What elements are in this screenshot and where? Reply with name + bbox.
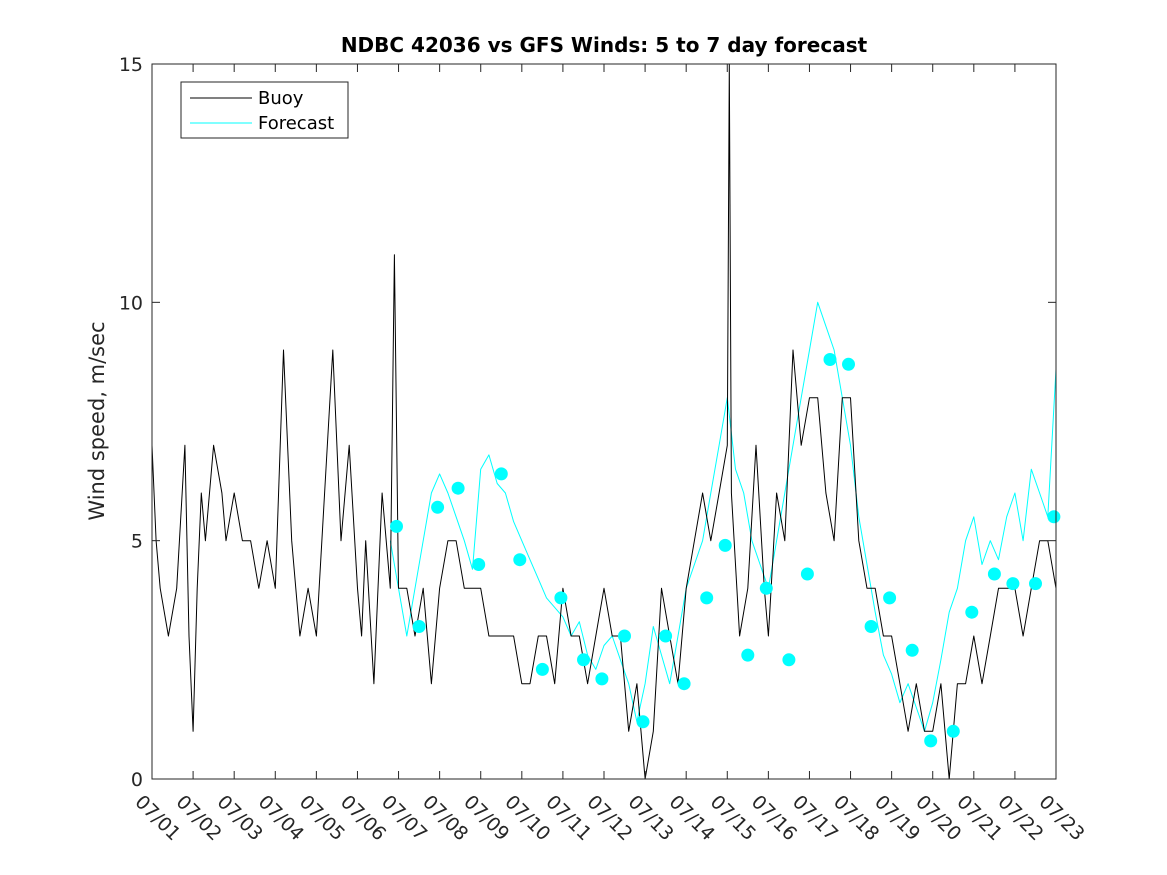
- forecast-point: [782, 653, 796, 667]
- forecast-point: [618, 629, 631, 643]
- forecast-point: [883, 591, 897, 605]
- series-line-forecast: [389, 301, 1057, 732]
- legend: Buoy Forecast: [180, 81, 349, 139]
- y-axis: 0 5 10 15: [119, 54, 1056, 791]
- legend-label-forecast: Forecast: [258, 113, 334, 134]
- forecast-point: [472, 558, 486, 571]
- forecast-point: [965, 605, 979, 619]
- forecast-point: [677, 677, 691, 691]
- forecast-point: [1047, 510, 1061, 524]
- forecast-point: [718, 538, 732, 552]
- y-tick-label: 10: [119, 292, 143, 314]
- forecast-point: [987, 567, 1001, 581]
- legend-label-buoy: Buoy: [258, 88, 304, 109]
- forecast-point: [924, 734, 938, 748]
- forecast-point: [759, 581, 773, 595]
- forecast-point: [946, 724, 960, 738]
- chart-title: NDBC 42036 vs GFS Winds: 5 to 7 day fore…: [341, 33, 868, 57]
- y-tick-label: 15: [119, 54, 143, 76]
- forecast-point: [1029, 577, 1042, 591]
- forecast-point: [577, 653, 590, 667]
- forecast-points-layer: [390, 353, 1061, 748]
- forecast-point: [554, 591, 568, 605]
- series-line-buoy: [151, 63, 1057, 780]
- plot-area: [152, 64, 1056, 779]
- y-tick-label: 0: [131, 769, 143, 791]
- forecast-point: [905, 643, 919, 657]
- forecast-point: [494, 467, 508, 481]
- forecast-point: [451, 481, 465, 495]
- forecast-point: [741, 648, 755, 662]
- forecast-point: [659, 629, 673, 643]
- forecast-point: [535, 662, 549, 676]
- forecast-point: [700, 591, 714, 605]
- forecast-point: [390, 519, 403, 533]
- forecast-point: [1006, 577, 1020, 591]
- forecast-point: [412, 620, 426, 633]
- forecast-point: [800, 567, 814, 581]
- forecast-point: [636, 715, 650, 729]
- forecast-point: [864, 620, 878, 633]
- forecast-point: [842, 357, 855, 371]
- forecast-point: [823, 353, 837, 366]
- forecast-point: [513, 553, 527, 567]
- series-layer: [151, 63, 1057, 780]
- y-tick-label: 5: [131, 531, 143, 553]
- y-axis-label: Wind speed, m/sec: [85, 321, 109, 520]
- forecast-point: [595, 672, 609, 686]
- legend-box: [180, 81, 349, 139]
- forecast-point: [431, 500, 445, 514]
